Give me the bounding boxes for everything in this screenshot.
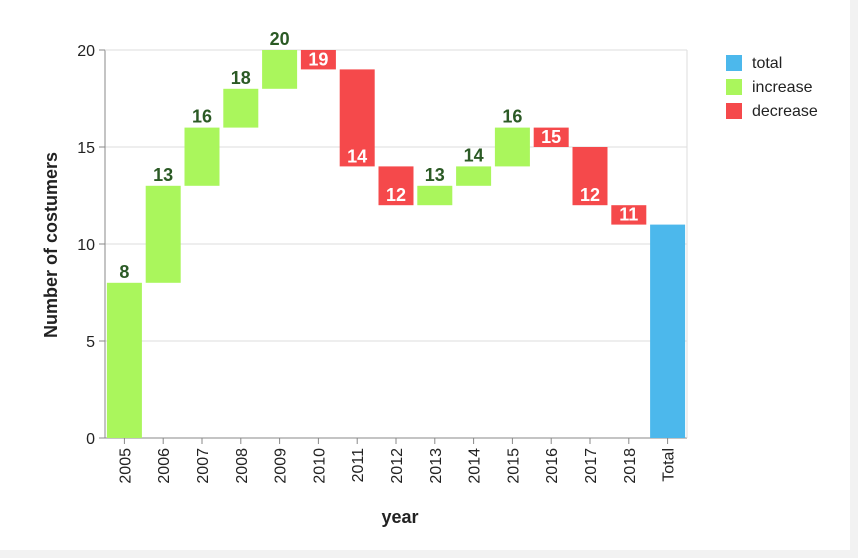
bar <box>184 127 220 186</box>
data-label: 15 <box>541 127 561 147</box>
x-tick-label: 2005 <box>117 448 134 484</box>
x-tick-label: Total <box>661 448 678 482</box>
bar <box>417 185 453 206</box>
bar <box>533 127 569 147</box>
data-label: 12 <box>386 185 406 205</box>
x-tick-label: 2012 <box>389 448 406 484</box>
legend-label: total <box>752 55 782 72</box>
data-label: 19 <box>308 49 328 69</box>
y-tick-label: 20 <box>77 43 95 60</box>
bar <box>300 50 336 70</box>
y-axis-title: Number of costumers <box>41 152 61 338</box>
y-tick-label: 0 <box>86 431 95 448</box>
data-label: 13 <box>425 165 445 185</box>
data-label: 14 <box>464 145 484 165</box>
data-label: 8 <box>119 262 129 282</box>
bar <box>494 127 530 167</box>
bar <box>611 205 647 225</box>
bar <box>339 69 375 167</box>
data-label: 11 <box>619 205 638 225</box>
data-label: 14 <box>347 146 367 166</box>
x-tick-label: 2006 <box>156 448 173 484</box>
y-tick-label: 5 <box>86 334 95 351</box>
x-tick-label: 2008 <box>234 448 251 484</box>
chart: year Number of costumers 0 5 10 15 20 2005 8 20… <box>0 0 850 550</box>
x-tick-label: 2016 <box>544 448 561 484</box>
legend-label: increase <box>752 79 813 96</box>
data-label: 13 <box>153 165 173 185</box>
data-label: 20 <box>270 29 290 49</box>
legend-label: decrease <box>752 103 818 120</box>
x-tick-label: 2007 <box>195 448 212 484</box>
legend-swatch <box>726 103 742 119</box>
bar <box>572 147 608 206</box>
x-tick-label: 2013 <box>428 448 445 484</box>
x-tick-label: 2015 <box>505 448 522 484</box>
x-tick-label: 2017 <box>583 448 600 484</box>
y-tick-label: 15 <box>77 140 95 157</box>
data-label: 12 <box>580 185 600 205</box>
bar <box>262 50 298 89</box>
x-tick-label: 2014 <box>467 448 484 484</box>
bar <box>650 224 686 438</box>
bar <box>223 88 259 128</box>
bar <box>106 282 142 438</box>
y-tick-label: 10 <box>77 237 95 254</box>
data-label: 16 <box>192 107 212 127</box>
x-tick-label: 2010 <box>311 448 328 484</box>
data-label: 18 <box>231 68 251 88</box>
data-label: 11 <box>658 205 677 225</box>
bar <box>456 166 492 186</box>
bar <box>378 166 414 206</box>
bar <box>145 185 181 283</box>
legend-swatch <box>726 79 742 95</box>
x-tick-label: 2018 <box>622 448 639 484</box>
x-tick-label: 2009 <box>273 448 290 484</box>
x-axis-title: year <box>381 507 418 527</box>
x-tick-label: 2011 <box>350 448 367 483</box>
data-label: 16 <box>502 107 522 127</box>
legend-swatch <box>726 55 742 71</box>
